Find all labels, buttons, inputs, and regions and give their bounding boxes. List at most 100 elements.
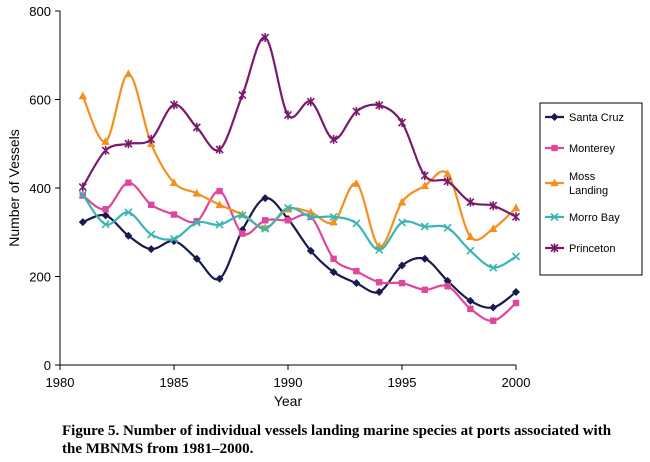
data-point-monterey	[444, 283, 451, 290]
data-point-morro-bay	[238, 211, 247, 220]
legend-marker	[550, 113, 559, 121]
legend: Santa Cruz Monterey Moss Landing Morro Bay Pr…	[539, 102, 643, 276]
legend-label: Santa Cruz	[569, 112, 624, 124]
data-point-morro-bay	[283, 203, 293, 212]
data-point-monterey	[102, 206, 109, 213]
y-tick-label: 200	[29, 270, 51, 285]
data-point-morro-bay	[215, 220, 224, 229]
axes-layer: 0 200 400 600 800 1980 1985 1990 1995 2000	[29, 4, 530, 390]
x-tick-label: 2000	[502, 375, 531, 390]
legend-marker	[551, 144, 558, 152]
data-point-princeton	[169, 100, 179, 110]
series-monterey	[79, 179, 520, 324]
legend-label: Moss Landing	[569, 171, 608, 197]
data-point-princeton	[443, 176, 452, 186]
data-point-princeton	[329, 134, 338, 144]
data-point-moss-landing	[420, 181, 429, 190]
data-point-santa-cruz	[78, 218, 87, 227]
data-point-moss-landing	[511, 203, 521, 212]
x-tick-label: 1990	[274, 375, 303, 390]
data-point-princeton	[101, 145, 110, 155]
series-princeton	[78, 33, 521, 222]
data-point-morro-bay	[78, 190, 87, 199]
series-layer	[78, 33, 521, 324]
legend-marker	[550, 178, 559, 187]
data-point-princeton	[352, 106, 361, 116]
data-point-morro-bay	[397, 218, 407, 227]
data-point-santa-cruz	[443, 276, 452, 285]
figure-caption: Figure 5. Number of individual vessels l…	[62, 423, 612, 457]
data-point-princeton	[397, 118, 407, 128]
data-point-princeton	[261, 33, 270, 43]
legend-label: Monterey	[569, 143, 615, 155]
data-point-princeton	[306, 97, 315, 107]
data-point-moss-landing	[78, 91, 87, 100]
data-point-santa-cruz	[306, 246, 315, 255]
data-point-santa-cruz	[124, 231, 133, 240]
data-point-morro-bay	[489, 263, 498, 272]
data-point-monterey	[284, 217, 292, 224]
y-tick-label: 400	[29, 181, 51, 196]
data-point-monterey	[193, 217, 200, 225]
series-line-princeton	[81, 36, 517, 218]
data-point-moss-landing	[329, 217, 338, 226]
x-tick-label: 1980	[46, 375, 75, 390]
data-point-monterey	[398, 279, 406, 287]
data-point-monterey	[148, 201, 155, 209]
data-point-monterey	[170, 211, 178, 218]
data-point-monterey	[262, 217, 269, 224]
legend-label: Morro Bay	[569, 212, 620, 224]
data-point-princeton	[283, 110, 293, 120]
data-point-santa-cruz	[398, 261, 406, 270]
data-point-princeton	[466, 197, 475, 207]
data-point-morro-bay	[192, 218, 201, 227]
data-point-morro-bay	[352, 219, 361, 228]
data-point-moss-landing	[352, 179, 361, 187]
data-point-morro-bay	[101, 220, 110, 229]
x-tick-label: 1985	[160, 375, 189, 390]
data-point-princeton	[147, 134, 156, 144]
series-moss-landing	[78, 69, 521, 250]
series-morro-bay	[78, 190, 521, 272]
data-point-morro-bay	[169, 234, 179, 243]
data-point-monterey	[467, 305, 474, 313]
data-point-santa-cruz	[329, 268, 338, 277]
data-point-monterey	[512, 299, 520, 307]
legend-marker	[550, 212, 559, 222]
legend-item-princeton: Princeton	[545, 243, 615, 255]
data-point-morro-bay	[443, 223, 452, 232]
data-point-monterey	[125, 179, 132, 186]
series-line-moss-landing	[81, 72, 517, 248]
data-point-monterey	[330, 255, 337, 262]
data-point-moss-landing	[192, 188, 201, 197]
data-point-moss-landing	[443, 169, 452, 178]
data-point-morro-bay	[124, 208, 133, 217]
data-point-santa-cruz	[147, 245, 156, 254]
data-point-monterey	[353, 267, 360, 275]
data-point-monterey	[239, 230, 246, 237]
data-point-princeton	[124, 139, 133, 149]
y-tick-label: 600	[29, 93, 51, 108]
data-point-santa-cruz	[352, 279, 361, 288]
data-point-moss-landing	[124, 69, 133, 78]
data-point-morro-bay	[306, 212, 315, 221]
legend-item-morro-bay: Morro Bay	[545, 212, 620, 224]
legend-item-santa-cruz: Santa Cruz	[545, 112, 624, 124]
data-point-morro-bay	[261, 224, 270, 233]
y-axis-title: Number of Vessels	[6, 129, 22, 247]
data-point-princeton	[420, 171, 429, 181]
data-point-princeton	[238, 90, 247, 100]
legend-item-moss-landing: Moss Landing	[545, 171, 608, 197]
series-line-monterey	[82, 181, 517, 322]
legend-item-monterey: Monterey	[545, 143, 615, 155]
data-point-morro-bay	[147, 230, 156, 239]
data-point-morro-bay	[375, 245, 384, 255]
data-point-princeton	[78, 182, 87, 192]
data-point-santa-cruz	[466, 296, 475, 305]
data-point-santa-cruz	[512, 287, 520, 296]
data-point-moss-landing	[489, 224, 498, 233]
data-point-santa-cruz	[420, 254, 429, 263]
data-point-moss-landing	[215, 200, 224, 209]
data-point-monterey	[216, 187, 223, 195]
data-point-morro-bay	[329, 212, 338, 221]
